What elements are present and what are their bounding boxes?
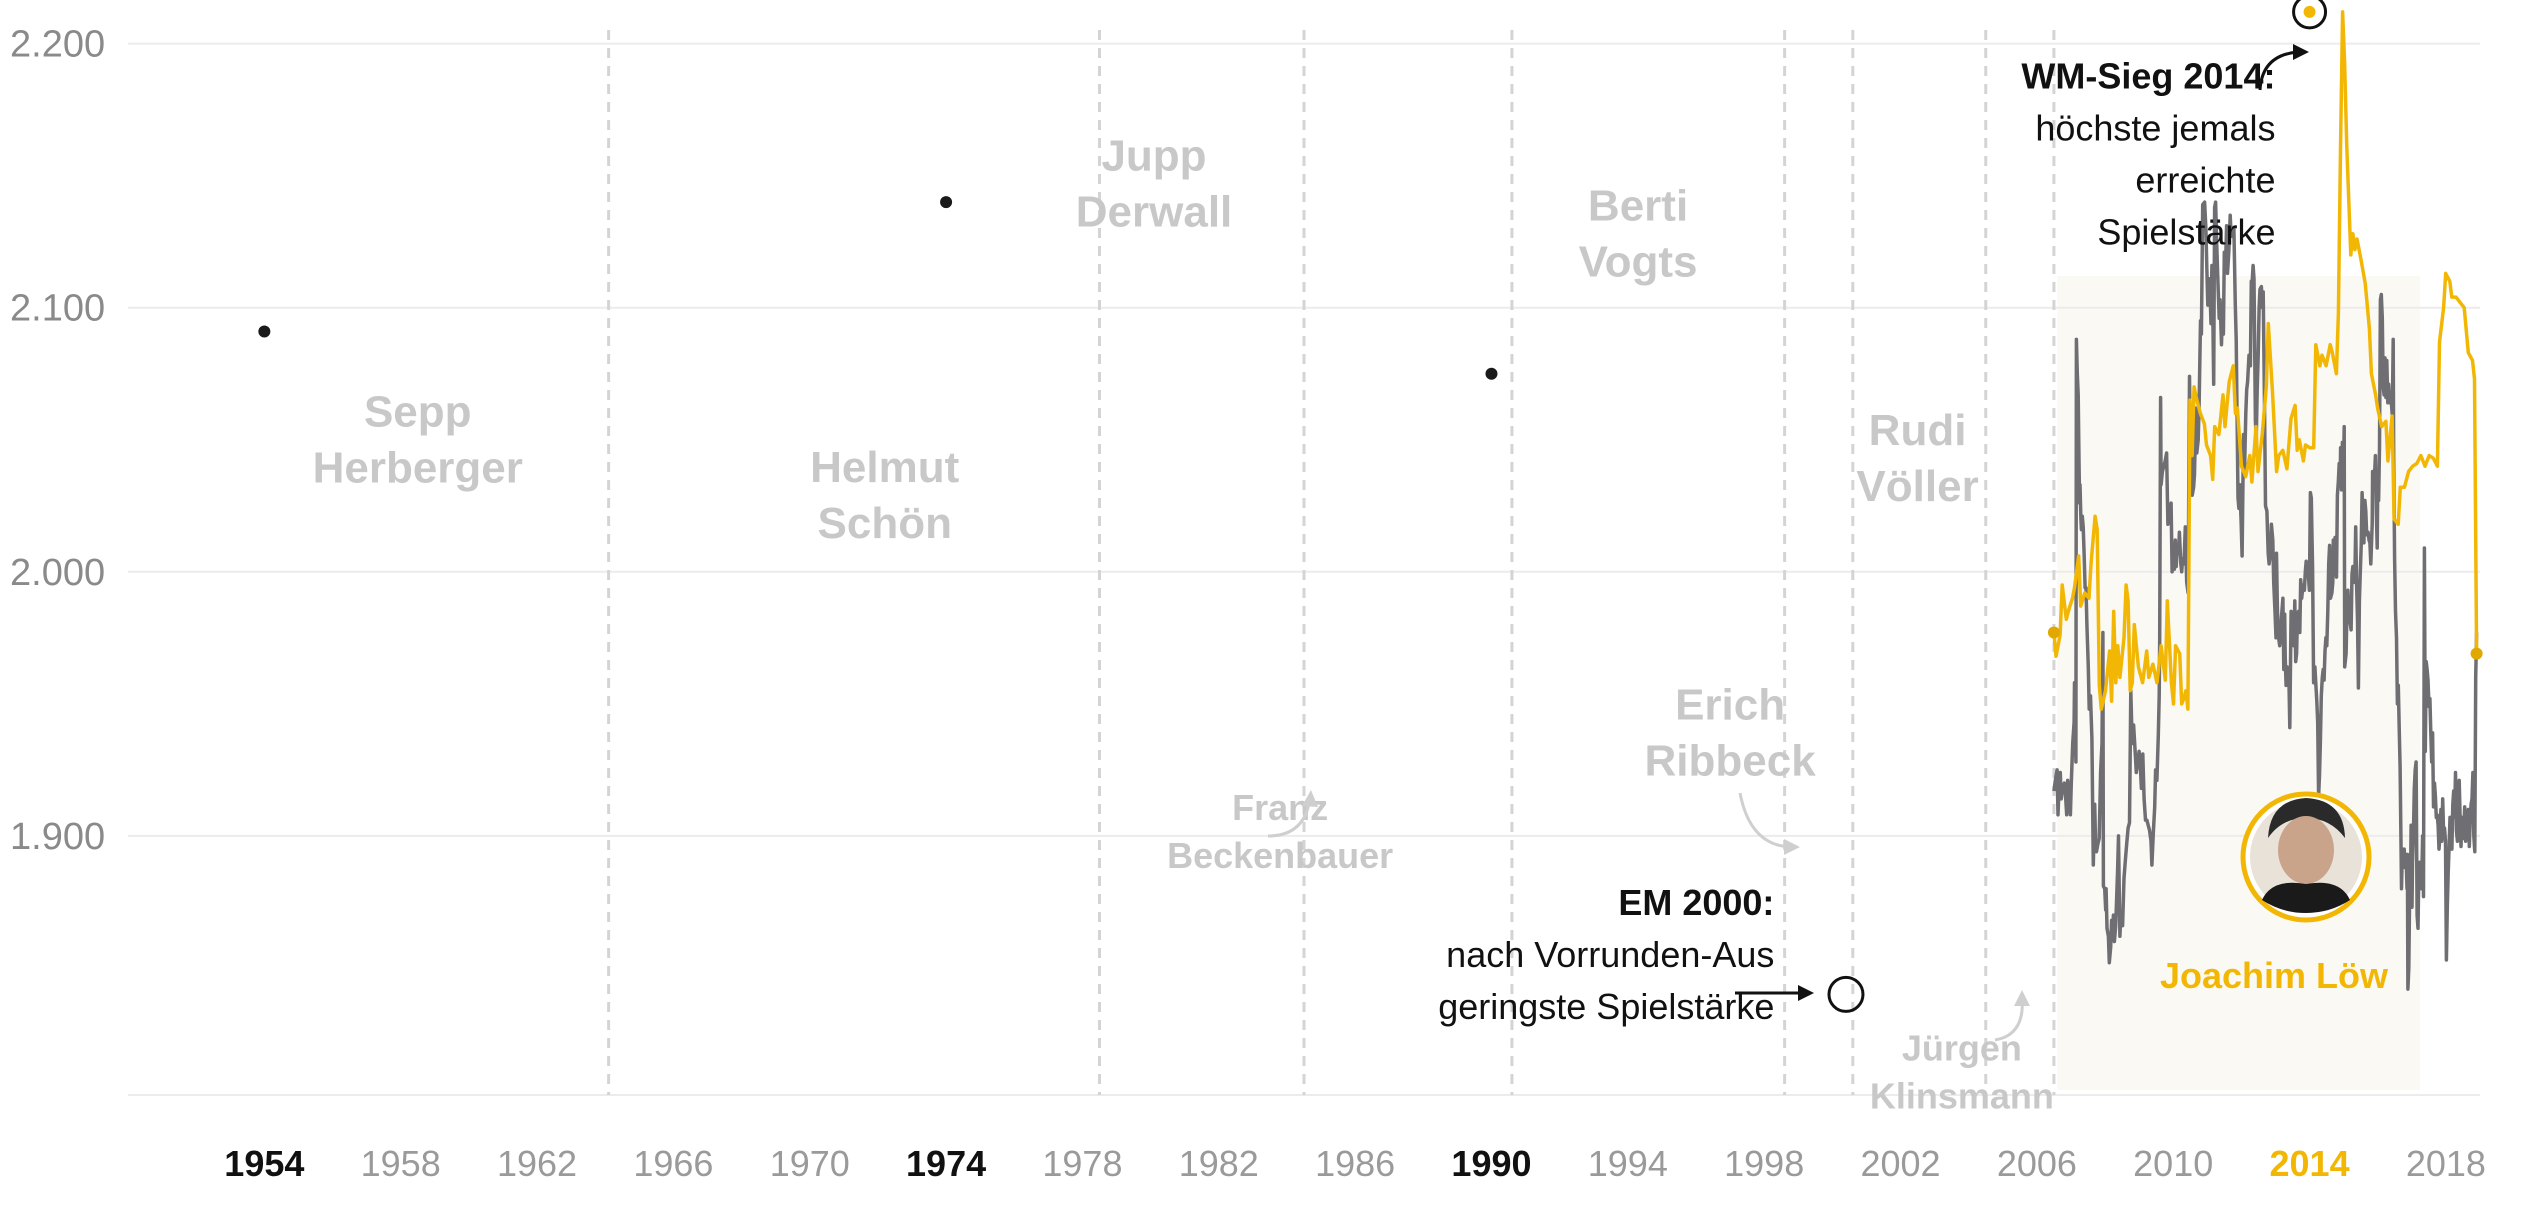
x-tick-label: 1954: [224, 1143, 304, 1184]
em2000-arrow-head: [1798, 985, 1814, 1001]
y-tick-label: 2.200: [10, 24, 105, 66]
coach-label: Sepp Herberger: [313, 388, 523, 493]
series-lines: [2052, 10, 2479, 991]
coach-label-line: Herberger: [313, 444, 523, 493]
annotation-line: höchste jemals: [2035, 108, 2275, 149]
x-tick-label: 2010: [2133, 1143, 2213, 1184]
annotation-title: EM 2000:: [1618, 882, 1774, 923]
coach-label-line: Franz: [1232, 787, 1328, 828]
marker-dot: [940, 196, 953, 209]
y-tick-label: 2.100: [10, 288, 105, 330]
wm2014-arrow-head: [2293, 44, 2309, 60]
ribbeck-arrow-head: [1784, 839, 1800, 855]
marker-gold-dot: [2303, 5, 2316, 18]
annotation-title: WM-Sieg 2014:: [2021, 56, 2275, 97]
y-tick-label: 2.000: [10, 552, 105, 594]
coach-label-line: Jupp: [1101, 131, 1206, 180]
coach-label-line: Sepp: [364, 388, 472, 437]
coach-label-line: Rudi: [1869, 406, 1967, 455]
coach-label-line: Ribbeck: [1645, 737, 1817, 786]
coach-label-line: Völler: [1856, 462, 1978, 511]
coach-label: Jupp Derwall: [1076, 131, 1233, 236]
annotation-arrows: [1267, 44, 2309, 1042]
coach-label-line: Helmut: [810, 443, 959, 492]
coach-labels: Sepp Herberger Helmut Schön Jupp Derwall Berti…: [313, 131, 2054, 1116]
joachim-loew-badge: JL Joachim Löw: [2160, 791, 2389, 996]
x-tick-label: 2002: [1860, 1143, 1940, 1184]
marker-dot: [1485, 367, 1498, 380]
marker-gold-dot: [2047, 626, 2060, 639]
series-line: [2052, 10, 2479, 711]
annotation-line: Spielstärke: [2097, 212, 2275, 253]
coach-label-line: Beckenbauer: [1167, 835, 1393, 876]
x-tick-label: 2018: [2406, 1143, 2486, 1184]
coach-change-dividers: [607, 30, 2056, 1095]
coach-label: Franz Beckenbauer: [1167, 787, 1393, 876]
coach-label-line: Vogts: [1579, 238, 1698, 287]
x-tick-label: 1978: [1042, 1143, 1122, 1184]
beckenbauer-arrow-head: [1302, 790, 1318, 807]
coach-label-line: Klinsmann: [1870, 1075, 2054, 1116]
ribbeck-arrow: [1738, 792, 1791, 849]
highlight-markers: [258, 0, 2483, 1013]
coach-label: Erich Ribbeck: [1645, 681, 1817, 786]
coach-label-line: Berti: [1588, 182, 1688, 231]
x-tick-label: 1962: [497, 1143, 577, 1184]
x-tick-label: 1966: [633, 1143, 713, 1184]
coach-label: Helmut Schön: [810, 443, 959, 548]
x-tick-label: 1990: [1451, 1143, 1531, 1184]
wm2014-arrow: [2258, 50, 2299, 91]
marker-dot: [258, 325, 271, 338]
klinsmann-arrow-head: [2014, 990, 2030, 1006]
coach-label: Rudi Völler: [1856, 406, 1978, 511]
annotation-line: geringste Spielstärke: [1438, 986, 1774, 1027]
x-tick-label: 1994: [1588, 1143, 1668, 1184]
annotation-line: nach Vorrunden-Aus: [1446, 934, 1774, 975]
loew-name: Joachim Löw: [2160, 955, 2389, 996]
x-tick-label: 1974: [906, 1143, 986, 1184]
coach-label-line: Jürgen: [1902, 1027, 2022, 1068]
annotation-line: erreichte: [2135, 160, 2275, 201]
marker-ring: [1827, 975, 1865, 1013]
loew-avatar-face: [2278, 816, 2334, 884]
coach-label: Jürgen Klinsmann: [1870, 1027, 2054, 1116]
coach-label-line: Erich: [1675, 681, 1785, 730]
x-tick-label: 1970: [770, 1143, 850, 1184]
x-tick-label: 1982: [1179, 1143, 1259, 1184]
loew-avatar-shirt: [2262, 882, 2350, 913]
x-tick-label: 1958: [361, 1143, 441, 1184]
y-tick-label: 1.900: [10, 816, 105, 858]
x-tick-label: 1986: [1315, 1143, 1395, 1184]
x-tick-label: 1998: [1724, 1143, 1804, 1184]
x-tick-label: 2014: [2270, 1143, 2350, 1184]
x-axis: 1954 1958 1962 1966 1970 1974 1978 1982 1986 1990…: [224, 1143, 2486, 1184]
annotations: EM 2000: nach Vorrunden-Aus geringste Spie…: [1438, 56, 2275, 1028]
series-line: [2052, 200, 2479, 991]
y-axis: 1.900 2.000 2.100 2.200: [10, 24, 105, 858]
x-tick-label: 2006: [1997, 1143, 2077, 1184]
coach-label-line: Schön: [818, 499, 952, 548]
coach-label-line: Derwall: [1076, 187, 1233, 236]
marker-ring: [2292, 0, 2328, 30]
coach-label: Berti Vogts: [1579, 182, 1698, 287]
marker-gold-dot: [2470, 647, 2483, 660]
